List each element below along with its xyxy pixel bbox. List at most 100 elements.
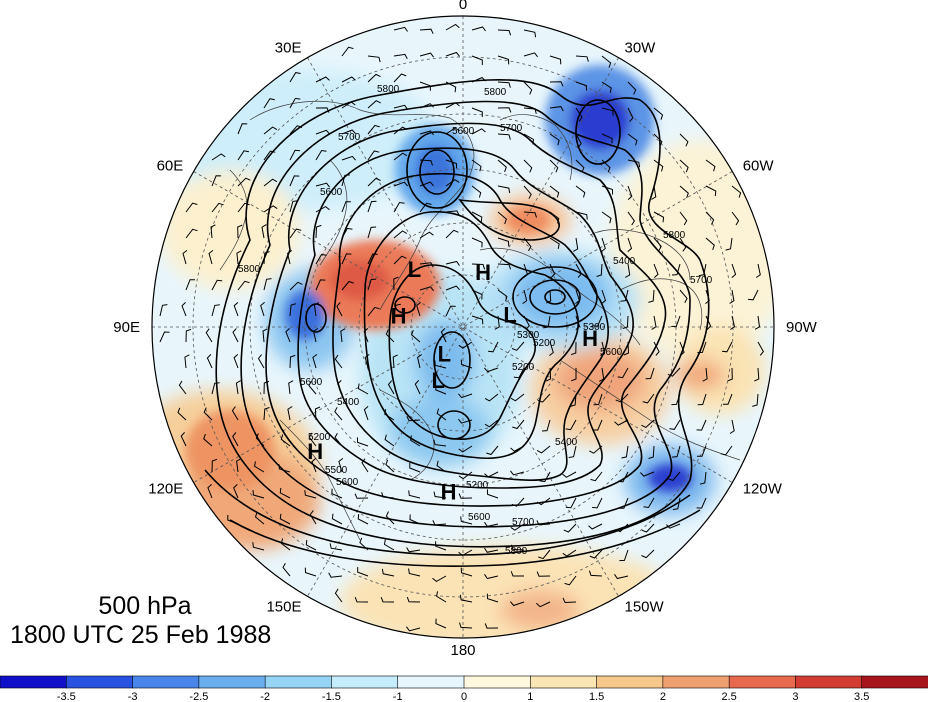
wind-barb	[497, 185, 511, 194]
wind-barb	[289, 228, 302, 239]
wind-barb	[254, 512, 265, 525]
wind-barb	[523, 237, 532, 252]
wind-barb	[254, 461, 265, 473]
wind-barb	[180, 432, 187, 447]
wind-barb	[206, 354, 213, 369]
wind-barb	[671, 315, 681, 327]
wind-barb	[536, 520, 551, 526]
wind-barb	[641, 523, 655, 533]
colorbar-swatch	[65, 675, 134, 689]
wind-barb	[549, 185, 560, 198]
colorbar-swatch	[0, 675, 68, 689]
wind-barb	[727, 367, 733, 382]
wind-barb	[279, 513, 291, 525]
wind-barb	[541, 419, 551, 432]
wind-barb	[287, 406, 293, 421]
wind-barb	[279, 487, 291, 499]
longitude-label: 30W	[625, 39, 657, 56]
wind-barb	[315, 149, 327, 161]
wind-barb	[367, 253, 378, 265]
wind-barb	[705, 185, 717, 197]
wind-barb	[641, 419, 655, 428]
contour-label: 5600	[452, 126, 475, 137]
contour-labels: 5800 5700 5600 5800 5700 5600 5800 5600 …	[238, 84, 713, 557]
wind-barb	[754, 315, 761, 330]
wind-barb	[289, 125, 303, 135]
wind-barb	[211, 382, 220, 395]
colorbar-tick-label: -1.5	[322, 691, 341, 702]
wind-barb	[367, 306, 380, 317]
wind-barb	[159, 331, 170, 343]
wind-barb	[436, 591, 447, 603]
wind-barb	[511, 341, 525, 351]
wind-barb	[367, 124, 380, 135]
wind-barb	[679, 133, 689, 147]
wind-barb	[419, 52, 435, 58]
colorbar-swatch	[198, 675, 266, 689]
wind-barb	[497, 237, 510, 247]
contour-label: 5800	[484, 87, 507, 98]
wind-barb	[440, 328, 447, 343]
wind-barb	[211, 304, 220, 317]
wind-barb	[393, 303, 401, 317]
wind-barb	[356, 437, 369, 447]
wind-barb	[575, 263, 583, 278]
wind-barb	[329, 543, 343, 551]
wind-barb	[615, 393, 629, 403]
longitude-label: 90E	[113, 319, 140, 336]
wind-barb	[410, 435, 421, 447]
wind-barb	[263, 98, 275, 109]
wind-barb	[205, 328, 213, 343]
wind-barb	[565, 419, 577, 431]
high-pressure-marker: H	[307, 439, 323, 464]
wind-barb	[233, 354, 239, 369]
wind-barb	[393, 230, 408, 239]
colorbar-swatch	[331, 675, 399, 689]
wind-barb	[210, 224, 216, 239]
wind-barb	[419, 286, 434, 292]
wind-barb	[357, 383, 369, 395]
wind-barb	[601, 55, 612, 68]
wind-barb	[669, 419, 681, 430]
wind-barb	[571, 368, 577, 382]
wind-barb	[570, 393, 577, 407]
coastlines	[219, 100, 741, 541]
wind-barb	[357, 514, 369, 525]
wind-barb	[185, 228, 198, 239]
wind-barb	[549, 237, 560, 249]
wind-barb	[621, 445, 629, 459]
contour-label: 5300	[517, 330, 540, 341]
wind-barb	[653, 341, 660, 356]
wind-barb	[672, 497, 681, 511]
wind-barb	[614, 419, 629, 426]
wind-barb	[536, 445, 551, 454]
wind-barb	[575, 133, 582, 148]
wind-barb	[203, 433, 213, 447]
wind-barb	[575, 211, 588, 220]
wind-barb	[536, 571, 551, 577]
wind-barb	[289, 97, 301, 109]
wind-barb	[573, 237, 579, 252]
wind-barb	[278, 463, 291, 473]
wind-barb	[484, 419, 499, 428]
wind-barb	[729, 419, 735, 434]
wind-barb	[459, 622, 473, 629]
wind-barb	[308, 432, 317, 447]
wind-barb	[357, 567, 369, 577]
colorbar-tick-label: -2	[260, 691, 270, 702]
wind-barb	[627, 81, 637, 95]
wind-barb	[393, 255, 407, 265]
wind-barb	[237, 280, 250, 291]
wind-barb	[408, 490, 421, 499]
wind-barb	[568, 445, 577, 458]
wind-barb	[315, 76, 330, 83]
wind-barb	[618, 497, 629, 509]
contour-label: 5300	[583, 322, 606, 333]
wind-barb	[484, 623, 499, 629]
wind-barb	[334, 354, 343, 369]
wind-barb	[207, 484, 213, 499]
contour-label: 5200	[533, 338, 556, 349]
wind-barb	[513, 367, 525, 379]
wind-barb	[601, 159, 611, 173]
